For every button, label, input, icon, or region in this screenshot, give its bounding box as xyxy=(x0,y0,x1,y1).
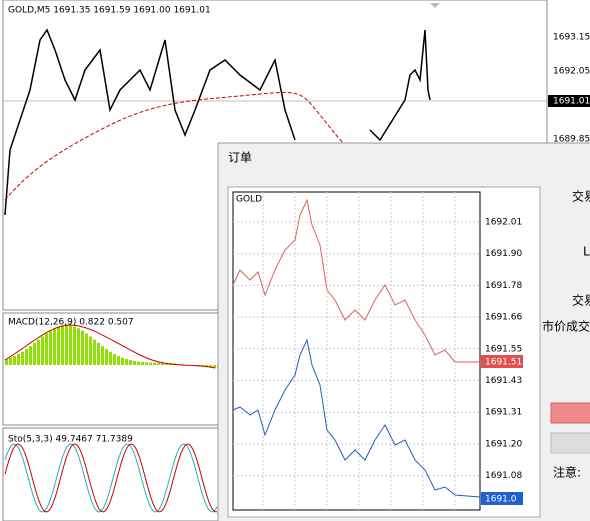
macd-bar xyxy=(33,342,36,365)
ask-label: 1691.0 xyxy=(485,495,517,505)
tick-symbol: GOLD xyxy=(236,195,262,205)
tick-price-label: 1692.01 xyxy=(485,218,522,228)
macd-bar xyxy=(69,325,72,365)
tick-chart xyxy=(227,186,541,518)
tick-price-label: 1691.90 xyxy=(485,249,522,259)
price-label: 1693.15 xyxy=(553,33,590,43)
macd-bar xyxy=(17,353,20,365)
macd-bar xyxy=(137,361,140,365)
macd-bar xyxy=(57,326,60,365)
moving-average xyxy=(4,91,351,201)
macd-bar xyxy=(109,351,112,365)
stochastic-label: Sto(5,3,3) 49.7467 71.7389 xyxy=(8,435,133,445)
macd-bar xyxy=(25,349,28,365)
macd-bar xyxy=(9,357,12,365)
macd-bar xyxy=(29,346,32,365)
macd-bar xyxy=(161,362,164,365)
note-label: 注意: xyxy=(553,465,581,480)
macd-bar xyxy=(37,339,40,365)
macd-bar xyxy=(209,365,212,368)
field-label: 交易 xyxy=(572,293,590,308)
macd-bar xyxy=(81,330,84,365)
price-label: 1689.85 xyxy=(553,135,590,145)
macd-bar xyxy=(149,362,152,365)
bid-label: 1691.51 xyxy=(485,358,522,368)
tick-price-label: 1691.66 xyxy=(485,313,522,323)
macd-bar xyxy=(41,336,44,365)
macd-bar xyxy=(73,326,76,365)
current-price: 1691.01 xyxy=(553,97,590,107)
macd-bar xyxy=(21,351,24,365)
macd-bar xyxy=(141,361,144,365)
scroll-marker xyxy=(430,3,440,8)
current-price-box xyxy=(548,95,590,107)
macd-bar xyxy=(133,360,136,365)
ask-line xyxy=(232,338,481,498)
macd-bar xyxy=(145,362,148,365)
tick-price-label: 1691.08 xyxy=(485,471,522,481)
price-label: 1692.05 xyxy=(553,67,590,77)
macd-label: MACD(12,26,9) 0.822 0.507 xyxy=(8,318,134,328)
macd-bar xyxy=(89,336,92,365)
tick-price-label: 1691.55 xyxy=(485,344,522,354)
stochastic-signal xyxy=(4,443,217,513)
macd-bar xyxy=(5,358,8,365)
macd-bar xyxy=(105,349,108,365)
macd-bar xyxy=(45,333,48,365)
macd-bar xyxy=(153,362,156,365)
macd-bar xyxy=(77,328,80,365)
macd-bar xyxy=(213,365,216,369)
macd-bar xyxy=(97,342,100,365)
field-label: L xyxy=(583,245,590,259)
macd-bar xyxy=(13,355,16,365)
chart-header: GOLD,M5 1691.35 1691.59 1691.00 1691.01 xyxy=(8,6,211,16)
tick-price-label: 1691.31 xyxy=(485,408,522,418)
tick-price-label: 1691.43 xyxy=(485,376,522,386)
macd-bar xyxy=(61,325,64,365)
stochastic-main xyxy=(4,443,218,513)
macd-bar xyxy=(121,357,124,365)
macd-bar xyxy=(49,330,52,365)
buy-button[interactable] xyxy=(550,432,590,454)
macd-bar xyxy=(117,355,120,365)
bid-box xyxy=(481,355,523,368)
macd-bar xyxy=(65,325,68,365)
ask-box xyxy=(481,492,523,505)
macd-bar xyxy=(53,328,56,365)
tick-plot xyxy=(232,191,481,511)
macd-bar xyxy=(93,339,96,365)
macd-bar xyxy=(157,362,160,365)
dialog-title: 订单 xyxy=(228,151,252,165)
price-line xyxy=(4,28,296,216)
sell-button[interactable] xyxy=(550,402,590,424)
macd-bar xyxy=(85,333,88,365)
tick-grid xyxy=(233,192,480,510)
field-label: 市价成交 xyxy=(542,319,590,334)
macd-histogram xyxy=(5,325,220,369)
bid-line xyxy=(232,198,480,363)
macd-bar xyxy=(125,358,128,365)
tick-price-label: 1691.78 xyxy=(485,281,522,291)
field-label: 交易 xyxy=(572,189,590,204)
macd-bar xyxy=(129,360,132,365)
price-line xyxy=(369,29,431,142)
tick-price-label: 1691.20 xyxy=(485,439,522,449)
macd-bar xyxy=(113,353,116,365)
macd-signal xyxy=(4,324,216,369)
macd-bar xyxy=(101,346,104,365)
